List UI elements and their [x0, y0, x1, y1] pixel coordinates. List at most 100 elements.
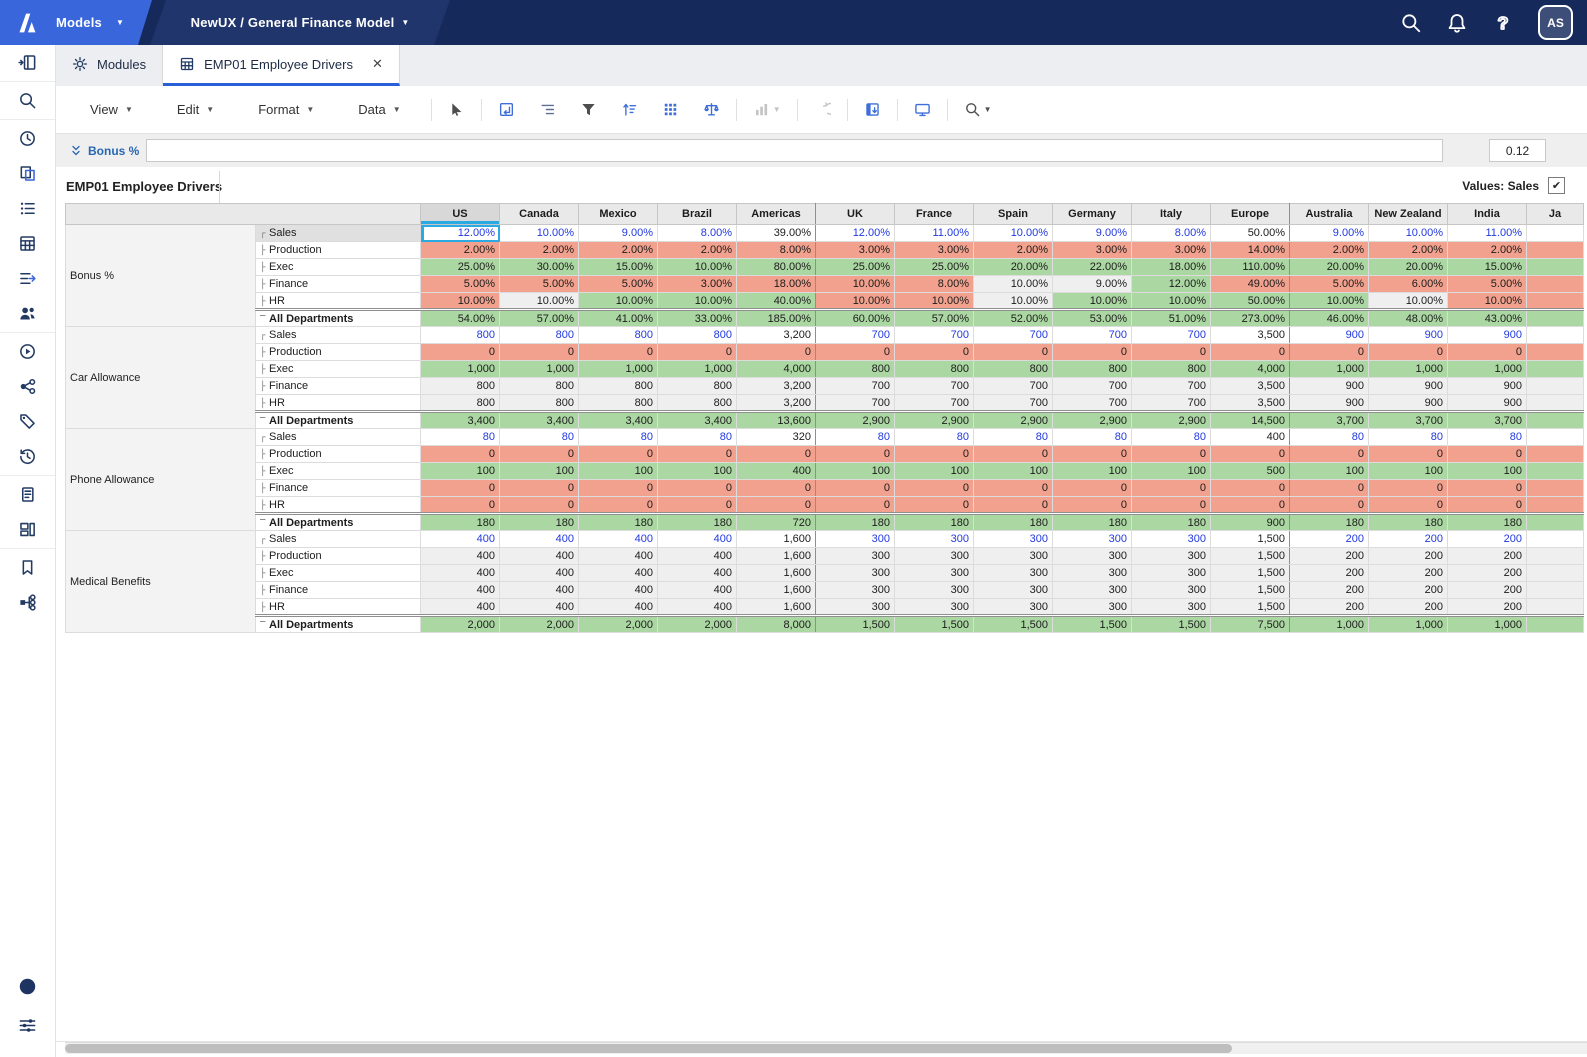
- grid-cell[interactable]: 400: [578, 581, 658, 599]
- grid-cell[interactable]: 46.00%: [1289, 308, 1369, 327]
- grid-cell[interactable]: 12.00%: [420, 224, 500, 242]
- grid-cell[interactable]: 4,000: [736, 360, 816, 378]
- grid-cell[interactable]: 2,000: [657, 614, 737, 633]
- toolbar-freeze-panes-button[interactable]: [859, 96, 886, 123]
- grid-cell[interactable]: 180: [815, 512, 895, 531]
- grid-cell[interactable]: 57.00%: [894, 308, 974, 327]
- column-header-france[interactable]: France: [894, 203, 974, 225]
- sidebar-item-models[interactable]: [0, 156, 55, 191]
- sidebar-item-source-models[interactable]: [0, 369, 55, 404]
- grid-cell[interactable]: 0: [420, 343, 500, 361]
- grid-cell[interactable]: 700: [815, 326, 895, 344]
- row-label[interactable]: ├ Exec: [255, 564, 421, 582]
- menu-data[interactable]: Data ▼: [348, 96, 410, 123]
- grid-cell[interactable]: 5.00%: [1447, 275, 1527, 293]
- row-label[interactable]: ┌ Sales: [255, 224, 421, 242]
- grid-cell[interactable]: 273.00%: [1210, 308, 1290, 327]
- grid-cell[interactable]: 300: [815, 581, 895, 599]
- grid-cell[interactable]: 100: [1131, 462, 1211, 480]
- grid-cell[interactable]: 10.00%: [815, 275, 895, 293]
- grid-cell[interactable]: 400: [499, 547, 579, 565]
- grid-cell[interactable]: 320: [736, 428, 816, 446]
- grid-cell[interactable]: 5.00%: [578, 275, 658, 293]
- grid-cell[interactable]: 3,500: [1210, 394, 1290, 412]
- grid-cell[interactable]: 800: [578, 394, 658, 412]
- row-label[interactable]: ‾ All Departments: [255, 308, 421, 327]
- grid-cell[interactable]: 800: [973, 360, 1053, 378]
- grid-cell[interactable]: [1526, 598, 1584, 616]
- grid-cell[interactable]: 0: [894, 343, 974, 361]
- grid-cell[interactable]: 0: [1210, 496, 1290, 514]
- grid-cell[interactable]: 400: [578, 547, 658, 565]
- grid-cell[interactable]: 800: [657, 326, 737, 344]
- grid-cell[interactable]: 2.00%: [973, 241, 1053, 259]
- grid-cell[interactable]: 3.00%: [657, 275, 737, 293]
- row-label[interactable]: ├ Production: [255, 445, 421, 463]
- grid-cell[interactable]: 300: [815, 598, 895, 616]
- grid-cell[interactable]: 0: [815, 445, 895, 463]
- grid-cell[interactable]: 300: [1131, 564, 1211, 582]
- grid-cell[interactable]: 3,400: [499, 410, 579, 429]
- grid-cell[interactable]: 39.00%: [736, 224, 816, 242]
- group-label[interactable]: Phone Allowance: [65, 428, 256, 531]
- grid-cell[interactable]: 2,000: [499, 614, 579, 633]
- grid-cell[interactable]: 1,500: [894, 614, 974, 633]
- grid-cell[interactable]: 20.00%: [1289, 258, 1369, 276]
- grid-cell[interactable]: 300: [815, 564, 895, 582]
- grid-cell[interactable]: 0: [1447, 479, 1527, 497]
- grid-cell[interactable]: 900: [1368, 394, 1448, 412]
- grid-cell[interactable]: 100: [578, 462, 658, 480]
- grid-cell[interactable]: 0: [657, 479, 737, 497]
- grid-cell[interactable]: 800: [420, 377, 500, 395]
- grid-cell[interactable]: 1,500: [815, 614, 895, 633]
- sidebar-item-dashboards[interactable]: [0, 512, 55, 547]
- grid-cell[interactable]: 11.00%: [894, 224, 974, 242]
- grid-cell[interactable]: 10.00%: [1447, 292, 1527, 310]
- grid-cell[interactable]: 300: [1131, 547, 1211, 565]
- row-label[interactable]: ├ HR: [255, 598, 421, 616]
- grid-cell[interactable]: 50.00%: [1210, 224, 1290, 242]
- grid-cell[interactable]: 0: [657, 496, 737, 514]
- grid-cell[interactable]: 300: [815, 547, 895, 565]
- grid-cell[interactable]: 2.00%: [1289, 241, 1369, 259]
- grid-cell[interactable]: [1526, 479, 1584, 497]
- grid-cell[interactable]: 0: [1447, 343, 1527, 361]
- grid-cell[interactable]: 0: [736, 496, 816, 514]
- grid-cell[interactable]: 200: [1289, 564, 1369, 582]
- grid-cell[interactable]: 2.00%: [499, 241, 579, 259]
- grid-cell[interactable]: 40.00%: [736, 292, 816, 310]
- grid-cell[interactable]: 12.00%: [1131, 275, 1211, 293]
- grid-cell[interactable]: 1,500: [1210, 581, 1290, 599]
- grid-cell[interactable]: 700: [894, 377, 974, 395]
- sidebar-item-panel-toggle[interactable]: [0, 45, 55, 80]
- grid-cell[interactable]: 80: [1052, 428, 1132, 446]
- row-label[interactable]: ├ Finance: [255, 275, 421, 293]
- grid-cell[interactable]: 1,000: [420, 360, 500, 378]
- grid-cell[interactable]: 2.00%: [578, 241, 658, 259]
- grid-cell[interactable]: 10.00%: [578, 292, 658, 310]
- column-header-us[interactable]: US: [420, 203, 500, 225]
- grid-cell[interactable]: [1526, 428, 1584, 446]
- grid-cell[interactable]: 200: [1447, 530, 1527, 548]
- grid-cell[interactable]: 1,500: [1210, 598, 1290, 616]
- grid-cell[interactable]: 20.00%: [1368, 258, 1448, 276]
- grid-cell[interactable]: 80: [657, 428, 737, 446]
- grid-cell[interactable]: 200: [1447, 564, 1527, 582]
- grid-cell[interactable]: 900: [1368, 377, 1448, 395]
- grid-cell[interactable]: 180: [1289, 512, 1369, 531]
- grid-cell[interactable]: 200: [1289, 598, 1369, 616]
- row-label[interactable]: ├ Exec: [255, 462, 421, 480]
- row-label[interactable]: ‾ All Departments: [255, 614, 421, 633]
- grid-cell[interactable]: 10.00%: [499, 224, 579, 242]
- grid-cell[interactable]: 400: [1210, 428, 1290, 446]
- grid-cell[interactable]: 1,000: [1289, 614, 1369, 633]
- grid-cell[interactable]: 400: [578, 564, 658, 582]
- grid-cell[interactable]: 720: [736, 512, 816, 531]
- grid-cell[interactable]: 800: [499, 377, 579, 395]
- grid-cell[interactable]: 200: [1368, 598, 1448, 616]
- grid-cell[interactable]: 180: [657, 512, 737, 531]
- grid-cell[interactable]: 300: [894, 598, 974, 616]
- grid-cell[interactable]: 0: [1131, 343, 1211, 361]
- grid-cell[interactable]: 200: [1368, 547, 1448, 565]
- grid-cell[interactable]: 300: [894, 547, 974, 565]
